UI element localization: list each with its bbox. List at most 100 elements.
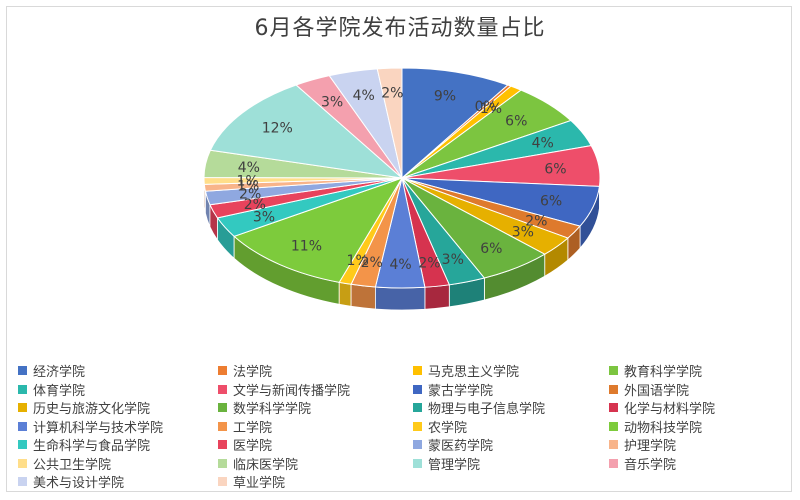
legend-label: 护理学院 — [624, 439, 677, 455]
pie-data-label: 3% — [442, 252, 464, 268]
pie-data-label: 1% — [237, 173, 259, 189]
pie-data-label: 4% — [389, 257, 411, 273]
legend-label: 蒙医药学院 — [428, 439, 494, 455]
legend-item[interactable]: 法学院 — [218, 362, 413, 380]
legend-item[interactable]: 管理学院 — [413, 455, 609, 473]
legend-item[interactable]: 经济学院 — [18, 362, 218, 380]
pie-data-label: 1% — [347, 253, 369, 269]
legend-item[interactable]: 工学院 — [218, 418, 413, 436]
legend-item[interactable]: 历史与旅游文化学院 — [18, 399, 218, 417]
legend-label: 外国语学院 — [624, 383, 690, 399]
legend-label: 物理与电子信息学院 — [428, 402, 546, 418]
legend-label: 农学院 — [428, 420, 468, 436]
legend-item[interactable]: 农学院 — [413, 418, 609, 436]
legend-label: 计算机科学与技术学院 — [33, 420, 164, 436]
legend-swatch — [18, 403, 27, 413]
legend-item[interactable]: 护理学院 — [609, 436, 789, 454]
legend-swatch — [18, 366, 27, 376]
legend-label: 数学科学学院 — [233, 402, 312, 418]
pie-slice[interactable] — [401, 67, 509, 180]
pie-data-label: 0% — [475, 99, 497, 115]
legend-item[interactable]: 医学院 — [218, 436, 413, 454]
pie-data-label: 2% — [361, 255, 383, 271]
legend-item[interactable]: 动物科技学院 — [609, 418, 789, 436]
pie-data-label: 3% — [321, 94, 343, 110]
pie-chart: 9%0%1%6%4%6%6%2%3%6%3%2%4%2%1%11%3%2%2%1… — [203, 67, 601, 311]
legend-label: 动物科技学院 — [624, 420, 703, 436]
legend-swatch — [18, 384, 27, 394]
pie-data-label: 2% — [244, 197, 266, 213]
pie-slice[interactable] — [376, 67, 403, 179]
legend-item[interactable]: 教育科学学院 — [609, 362, 789, 380]
legend-swatch — [218, 440, 227, 450]
pie-data-label: 4% — [353, 88, 375, 104]
legend-label: 历史与旅游文化学院 — [33, 402, 151, 418]
legend-item[interactable]: 物理与电子信息学院 — [413, 399, 609, 417]
legend-item[interactable]: 临床医学院 — [218, 455, 413, 473]
pie-side-13 — [350, 283, 376, 310]
legend-swatch — [18, 477, 27, 487]
pie-data-label: 2% — [418, 255, 440, 271]
legend-item[interactable]: 体育学院 — [18, 381, 218, 399]
legend-swatch — [18, 440, 27, 450]
legend-swatch — [609, 403, 618, 413]
pie-data-label: 3% — [253, 209, 275, 225]
legend-swatch — [413, 366, 422, 376]
legend-label: 马克思主义学院 — [428, 365, 520, 381]
legend-label: 管理学院 — [428, 457, 481, 473]
pie-data-label: 2% — [239, 187, 261, 203]
legend-item[interactable]: 草业学院 — [218, 473, 413, 491]
legend-swatch — [413, 421, 422, 431]
legend-item[interactable]: 文学与新闻传播学院 — [218, 381, 413, 399]
pie-data-label: 4% — [532, 136, 554, 152]
legend-swatch — [218, 477, 227, 487]
pie-data-label: 2% — [381, 85, 403, 101]
legend-item[interactable]: 数学科学学院 — [218, 399, 413, 417]
legend-item[interactable]: 计算机科学与技术学院 — [18, 418, 218, 436]
legend-label: 工学院 — [233, 420, 273, 436]
legend-item[interactable]: 公共卫生学院 — [18, 455, 218, 473]
pie-side-14 — [338, 281, 352, 307]
legend-swatch — [218, 421, 227, 431]
legend-item[interactable]: 外国语学院 — [609, 381, 789, 399]
legend-swatch — [609, 421, 618, 431]
legend-swatch — [218, 458, 227, 468]
legend-item[interactable]: 美术与设计学院 — [18, 473, 218, 491]
legend-swatch — [609, 384, 618, 394]
pie-data-label: 1% — [237, 179, 259, 195]
pie-data-label: 9% — [434, 89, 456, 105]
legend-swatch — [609, 458, 618, 468]
legend-item[interactable]: 音乐学院 — [609, 455, 789, 473]
legend-swatch — [18, 458, 27, 468]
pie-slice[interactable] — [209, 84, 404, 179]
legend-label: 文学与新闻传播学院 — [233, 383, 351, 399]
chart-title: 6月各学院发布活动数量占比 — [254, 16, 546, 41]
legend-label: 教育科学学院 — [624, 365, 703, 381]
legend-item[interactable]: 马克思主义学院 — [413, 362, 609, 380]
legend-item[interactable]: 蒙医药学院 — [413, 436, 609, 454]
legend-label: 临床医学院 — [233, 457, 299, 473]
legend-swatch — [609, 440, 618, 450]
legend-swatch — [609, 366, 618, 376]
pie-data-label: 1% — [480, 101, 502, 117]
legend-label: 体育学院 — [33, 383, 86, 399]
legend-item[interactable]: 蒙古学学院 — [413, 381, 609, 399]
legend-label: 蒙古学学院 — [428, 383, 494, 399]
pie-data-label: 6% — [480, 241, 502, 257]
legend-swatch — [413, 440, 422, 450]
legend-item[interactable]: 化学与材料学院 — [609, 399, 789, 417]
pie-slice[interactable] — [233, 177, 404, 283]
pie-side-11 — [424, 284, 450, 310]
chart-legend: 经济学院 法学院 马克思主义学院 教育科学学院体育学院 文学与新闻传播学院 蒙古学学院 外国… — [18, 362, 788, 491]
legend-label: 公共卫生学院 — [33, 457, 112, 473]
legend-swatch — [218, 403, 227, 413]
legend-label: 经济学院 — [33, 365, 86, 381]
pie-data-label: 3% — [512, 224, 534, 240]
legend-label: 美术与设计学院 — [33, 476, 125, 492]
legend-label: 化学与材料学院 — [624, 402, 716, 418]
pie-data-label: 11% — [291, 238, 322, 254]
pie-data-label: 4% — [238, 160, 260, 176]
legend-swatch — [218, 366, 227, 376]
legend-item[interactable]: 生命科学与食品学院 — [18, 436, 218, 454]
legend-swatch — [413, 384, 422, 394]
